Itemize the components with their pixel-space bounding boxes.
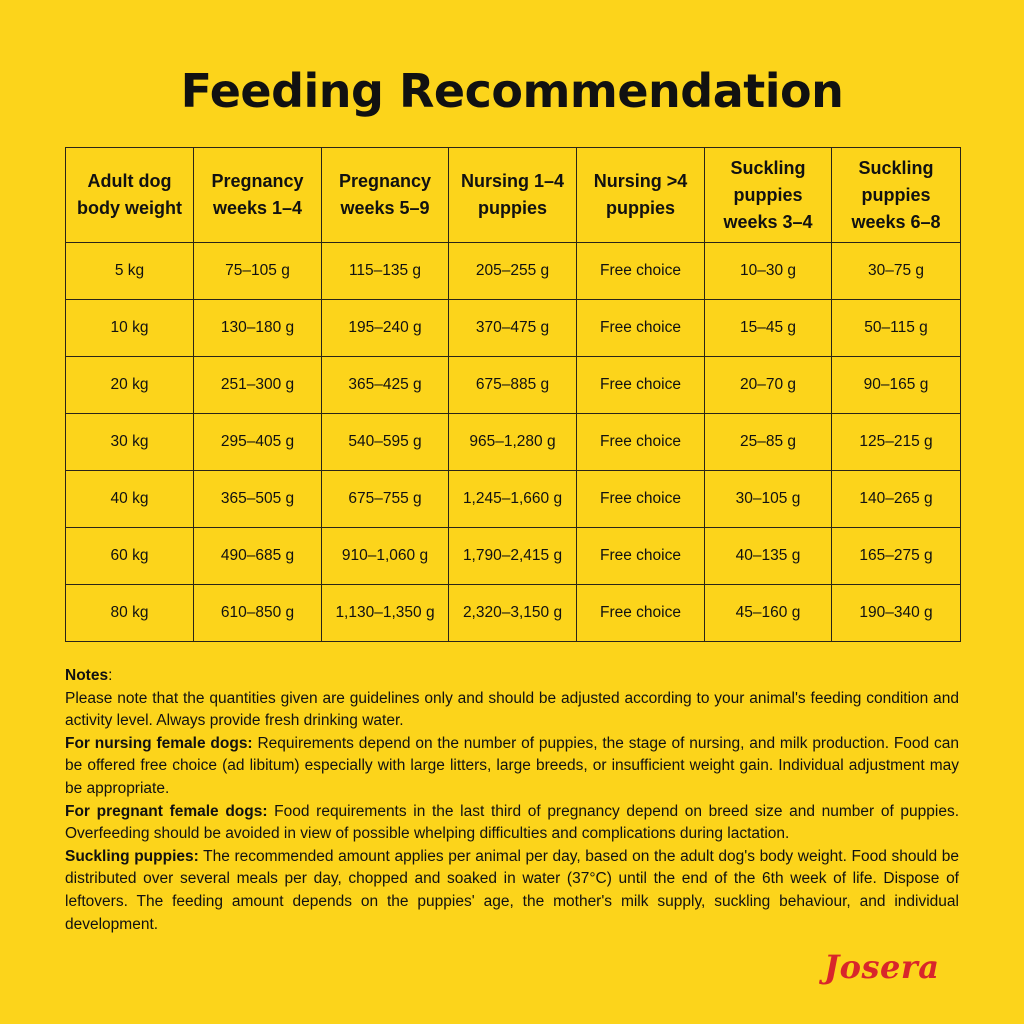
table-cell: 115–135 g [321,242,449,300]
table-cell: 30–105 g [704,470,832,528]
table-cell: Free choice [576,356,705,414]
notes-section: Notes: Please note that the quantities g… [65,665,959,936]
table-row: 30 kg 295–405 g 540–595 g 965–1,280 g Fr… [65,413,961,471]
table-cell: 675–755 g [321,470,449,528]
notes-nursing-text: Requirements depend on the number of pup… [65,734,959,797]
table-cell: 2,320–3,150 g [448,584,577,642]
table-cell: 251–300 g [193,356,322,414]
header-suckling-weeks-6-8: Suckling puppies weeks 6–8 [831,147,961,243]
table-cell: 30 kg [65,413,194,471]
feeding-table: Adult dog body weight Pregnancy weeks 1–… [65,147,961,642]
notes-suckling-text: The recommended amount applies per anima… [65,847,959,933]
table-cell: 490–685 g [193,527,322,585]
notes-heading-colon: : [108,667,113,684]
table-cell: Free choice [576,299,705,357]
page-title: Feeding Recommendation [180,64,844,118]
table-cell: 25–85 g [704,413,832,471]
table-cell: 965–1,280 g [448,413,577,471]
table-cell: 45–160 g [704,584,832,642]
table-cell: 40 kg [65,470,194,528]
header-nursing-over-4-puppies: Nursing >4 puppies [576,147,705,243]
table-cell: 370–475 g [448,299,577,357]
notes-pregnant: For pregnant female dogs: Food requireme… [65,801,959,846]
notes-general: Please note that the quantities given ar… [65,689,959,730]
table-cell: 610–850 g [193,584,322,642]
table-cell: 140–265 g [831,470,961,528]
notes-heading-label: Notes [65,667,109,684]
table-cell: 295–405 g [193,413,322,471]
table-cell: 40–135 g [704,527,832,585]
table-cell: 910–1,060 g [321,527,449,585]
table-cell: 125–215 g [831,413,961,471]
table-row: 60 kg 490–685 g 910–1,060 g 1,790–2,415 … [65,527,961,585]
table-cell: 195–240 g [321,299,449,357]
notes-pregnant-text: Food requirements in the last third of p… [65,802,960,843]
josera-logo: Josera [824,948,940,986]
notes-nursing: For nursing female dogs: Requirements de… [65,733,959,801]
notes-suckling-label: Suckling puppies: [65,847,199,865]
table-cell: 1,130–1,350 g [321,584,449,642]
table-cell: Free choice [576,470,705,528]
table-cell: 1,790–2,415 g [448,527,577,585]
table-cell: 75–105 g [193,242,322,300]
table-cell: 365–505 g [193,470,322,528]
table-cell: 10–30 g [704,242,832,300]
table-cell: 130–180 g [193,299,322,357]
table-row: 40 kg 365–505 g 675–755 g 1,245–1,660 g … [65,470,961,528]
table-cell: 15–45 g [704,299,832,357]
table-cell: Free choice [576,527,705,585]
notes-heading: Notes: [65,665,959,688]
table-header-row: Adult dog body weight Pregnancy weeks 1–… [65,147,961,243]
table-cell: 90–165 g [831,356,961,414]
table-cell: 675–885 g [448,356,577,414]
table-cell: 5 kg [65,242,194,300]
table-cell: 80 kg [65,584,194,642]
table-cell: Free choice [576,584,705,642]
table-cell: 50–115 g [831,299,961,357]
table-cell: 540–595 g [321,413,449,471]
table-cell: 205–255 g [448,242,577,300]
header-adult-body-weight: Adult dog body weight [65,147,194,243]
notes-suckling: Suckling puppies: The recommended amount… [65,846,959,936]
table-cell: 190–340 g [831,584,961,642]
table-cell: 165–275 g [831,527,961,585]
table-row: 20 kg 251–300 g 365–425 g 675–885 g Free… [65,356,961,414]
table-cell: Free choice [576,413,705,471]
notes-pregnant-label: For pregnant female dogs: [65,802,268,820]
table-cell: 365–425 g [321,356,449,414]
table-cell: 1,245–1,660 g [448,470,577,528]
header-pregnancy-weeks-1-4: Pregnancy weeks 1–4 [193,147,322,243]
table-cell: 10 kg [65,299,194,357]
table-row: 10 kg 130–180 g 195–240 g 370–475 g Free… [65,299,961,357]
header-pregnancy-weeks-5-9: Pregnancy weeks 5–9 [321,147,449,243]
table-cell: 20–70 g [704,356,832,414]
table-cell: 60 kg [65,527,194,585]
header-nursing-1-4-puppies: Nursing 1–4 puppies [448,147,577,243]
table-row: 80 kg 610–850 g 1,130–1,350 g 2,320–3,15… [65,584,961,642]
table-row: 5 kg 75–105 g 115–135 g 205–255 g Free c… [65,242,961,300]
header-suckling-weeks-3-4: Suckling puppies weeks 3–4 [704,147,832,243]
table-cell: Free choice [576,242,705,300]
table-cell: 30–75 g [831,242,961,300]
notes-nursing-label: For nursing female dogs: [65,734,253,752]
table-cell: 20 kg [65,356,194,414]
